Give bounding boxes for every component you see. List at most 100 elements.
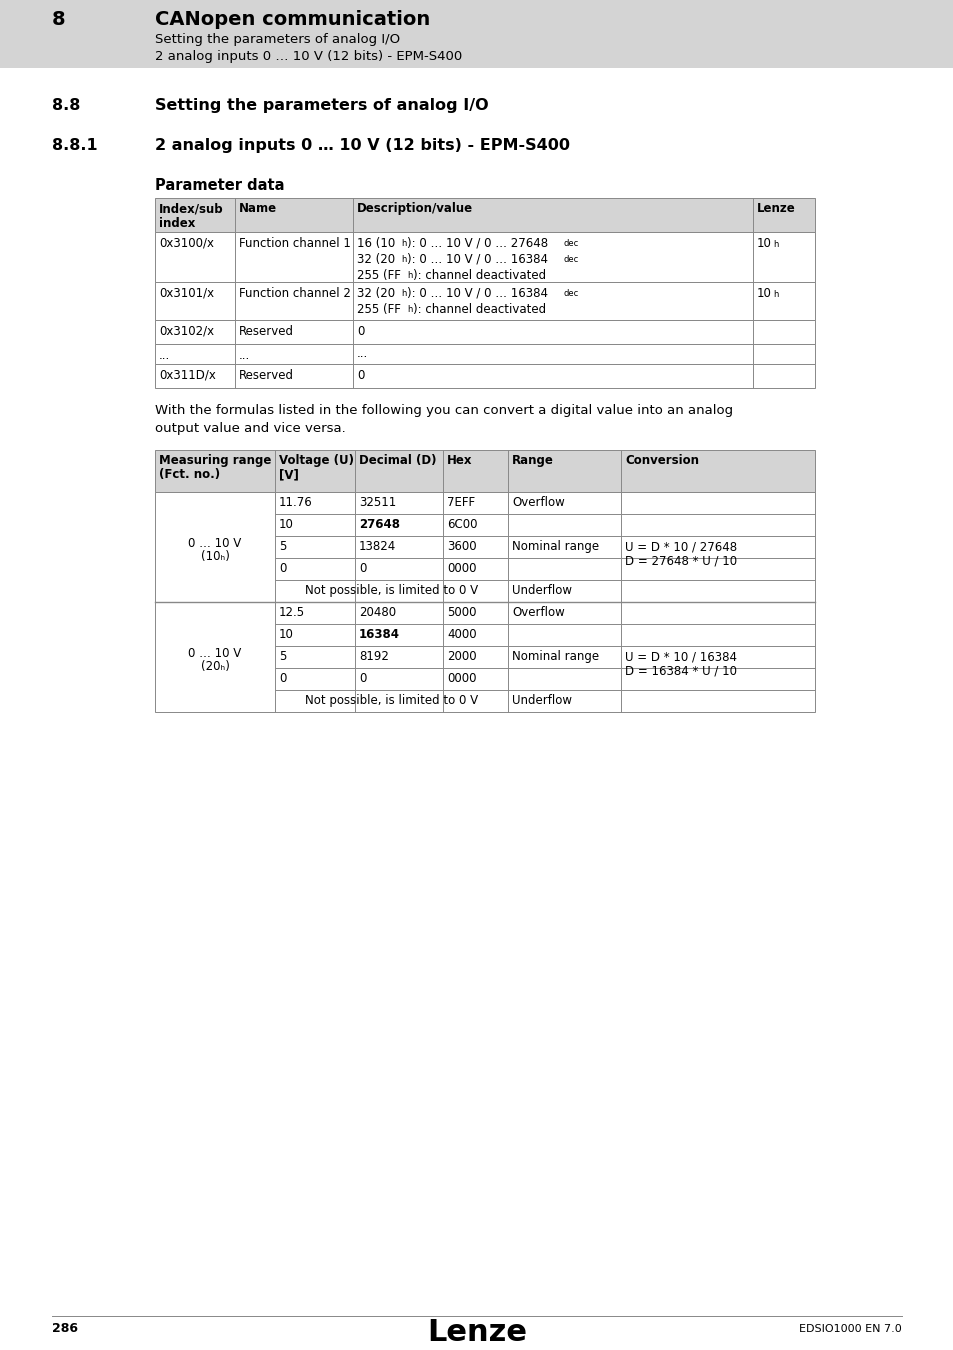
Text: 12.5: 12.5 — [278, 606, 305, 620]
Bar — [154, 364, 814, 387]
Text: (Fct. no.): (Fct. no.) — [159, 468, 220, 481]
Text: 10: 10 — [278, 628, 294, 641]
Text: h: h — [400, 255, 406, 265]
Text: Reserved: Reserved — [239, 369, 294, 382]
Text: h: h — [400, 239, 406, 248]
Text: 0000: 0000 — [447, 672, 476, 684]
Text: 0: 0 — [278, 562, 286, 575]
Text: 2 analog inputs 0 … 10 V (12 bits) - EPM-S400: 2 analog inputs 0 … 10 V (12 bits) - EPM… — [154, 138, 569, 153]
Text: Lenze: Lenze — [427, 1318, 526, 1347]
Text: (10ₕ): (10ₕ) — [200, 549, 230, 563]
Text: 11.76: 11.76 — [278, 495, 313, 509]
Text: Description/value: Description/value — [356, 202, 473, 215]
Text: Lenze: Lenze — [757, 202, 795, 215]
Text: 5: 5 — [278, 540, 286, 553]
Text: Setting the parameters of analog I/O: Setting the parameters of analog I/O — [154, 32, 399, 46]
Text: 20480: 20480 — [358, 606, 395, 620]
Text: [V]: [V] — [278, 468, 298, 481]
Text: 255 (FF: 255 (FF — [356, 302, 400, 316]
Text: D = 27648 * U / 10: D = 27648 * U / 10 — [624, 554, 737, 567]
Bar — [154, 344, 814, 364]
Text: dec: dec — [563, 255, 578, 265]
Text: 32 (20: 32 (20 — [356, 252, 395, 266]
Bar — [154, 602, 814, 711]
Bar — [0, 0, 953, 68]
Text: Underflow: Underflow — [512, 585, 572, 597]
Text: ): 0 … 10 V / 0 … 27648: ): 0 … 10 V / 0 … 27648 — [407, 238, 548, 250]
Text: 10: 10 — [757, 288, 771, 300]
Text: 16 (10: 16 (10 — [356, 238, 395, 250]
Text: 13824: 13824 — [358, 540, 395, 553]
Text: ): channel deactivated: ): channel deactivated — [413, 302, 545, 316]
Text: 8192: 8192 — [358, 649, 389, 663]
Text: h: h — [772, 240, 778, 248]
Text: ...: ... — [356, 347, 368, 360]
Text: 16384: 16384 — [358, 628, 399, 641]
Text: h: h — [407, 305, 412, 315]
Text: 0x3101/x: 0x3101/x — [159, 288, 213, 300]
Text: ): channel deactivated: ): channel deactivated — [413, 269, 545, 282]
Text: (20ₕ): (20ₕ) — [200, 660, 230, 674]
Text: Parameter data: Parameter data — [154, 178, 284, 193]
Bar — [154, 491, 814, 602]
Text: Overflow: Overflow — [512, 606, 564, 620]
Text: Measuring range: Measuring range — [159, 454, 271, 467]
Text: 4000: 4000 — [447, 628, 476, 641]
Text: ...: ... — [239, 350, 250, 362]
Text: ): 0 … 10 V / 0 … 16384: ): 0 … 10 V / 0 … 16384 — [407, 288, 547, 300]
Bar — [154, 282, 814, 320]
Text: Not possible, is limited to 0 V: Not possible, is limited to 0 V — [305, 694, 477, 707]
Text: Overflow: Overflow — [512, 495, 564, 509]
Text: 10: 10 — [278, 518, 294, 531]
Text: Range: Range — [512, 454, 554, 467]
Text: Index/sub
index: Index/sub index — [159, 202, 223, 230]
Text: 0 … 10 V: 0 … 10 V — [188, 537, 241, 549]
Text: Not possible, is limited to 0 V: Not possible, is limited to 0 V — [305, 585, 477, 597]
Text: 3600: 3600 — [447, 540, 476, 553]
Text: 0x3100/x: 0x3100/x — [159, 238, 213, 250]
Text: Hex: Hex — [447, 454, 472, 467]
Text: dec: dec — [563, 239, 578, 248]
Text: 2 analog inputs 0 … 10 V (12 bits) - EPM-S400: 2 analog inputs 0 … 10 V (12 bits) - EPM… — [154, 50, 462, 63]
Text: ...: ... — [159, 350, 170, 362]
Text: 10: 10 — [757, 238, 771, 250]
Bar — [154, 450, 814, 491]
Text: Nominal range: Nominal range — [512, 540, 598, 553]
Text: 0: 0 — [356, 325, 364, 338]
Text: Reserved: Reserved — [239, 325, 294, 338]
Text: dec: dec — [563, 289, 578, 298]
Text: ): 0 … 10 V / 0 … 16384: ): 0 … 10 V / 0 … 16384 — [407, 252, 547, 266]
Text: U = D * 10 / 16384: U = D * 10 / 16384 — [624, 649, 737, 663]
Text: Decimal (D): Decimal (D) — [358, 454, 436, 467]
Text: 0: 0 — [358, 562, 366, 575]
Text: U = D * 10 / 27648: U = D * 10 / 27648 — [624, 540, 737, 553]
Text: h: h — [772, 290, 778, 298]
Text: 2000: 2000 — [447, 649, 476, 663]
Text: output value and vice versa.: output value and vice versa. — [154, 423, 345, 435]
Text: Setting the parameters of analog I/O: Setting the parameters of analog I/O — [154, 99, 488, 113]
Text: 0: 0 — [356, 369, 364, 382]
Text: 0: 0 — [278, 672, 286, 684]
Text: D = 16384 * U / 10: D = 16384 * U / 10 — [624, 664, 737, 676]
Text: Function channel 1: Function channel 1 — [239, 238, 351, 250]
Text: h: h — [407, 271, 412, 279]
Bar — [154, 232, 814, 282]
Text: 6C00: 6C00 — [447, 518, 477, 531]
Text: 27648: 27648 — [358, 518, 399, 531]
Text: 286: 286 — [52, 1322, 78, 1335]
Text: 0000: 0000 — [447, 562, 476, 575]
Text: 8: 8 — [52, 9, 66, 28]
Text: 0 … 10 V: 0 … 10 V — [188, 647, 241, 660]
Text: 0x311D/x: 0x311D/x — [159, 369, 215, 382]
Text: Nominal range: Nominal range — [512, 649, 598, 663]
Bar — [154, 198, 814, 232]
Text: 7EFF: 7EFF — [447, 495, 475, 509]
Text: h: h — [400, 289, 406, 298]
Text: EDSIO1000 EN 7.0: EDSIO1000 EN 7.0 — [799, 1324, 901, 1334]
Text: With the formulas listed in the following you can convert a digital value into a: With the formulas listed in the followin… — [154, 404, 732, 417]
Text: 0: 0 — [358, 672, 366, 684]
Text: CANopen communication: CANopen communication — [154, 9, 430, 28]
Text: 32 (20: 32 (20 — [356, 288, 395, 300]
Text: Voltage (U): Voltage (U) — [278, 454, 354, 467]
Text: Underflow: Underflow — [512, 694, 572, 707]
